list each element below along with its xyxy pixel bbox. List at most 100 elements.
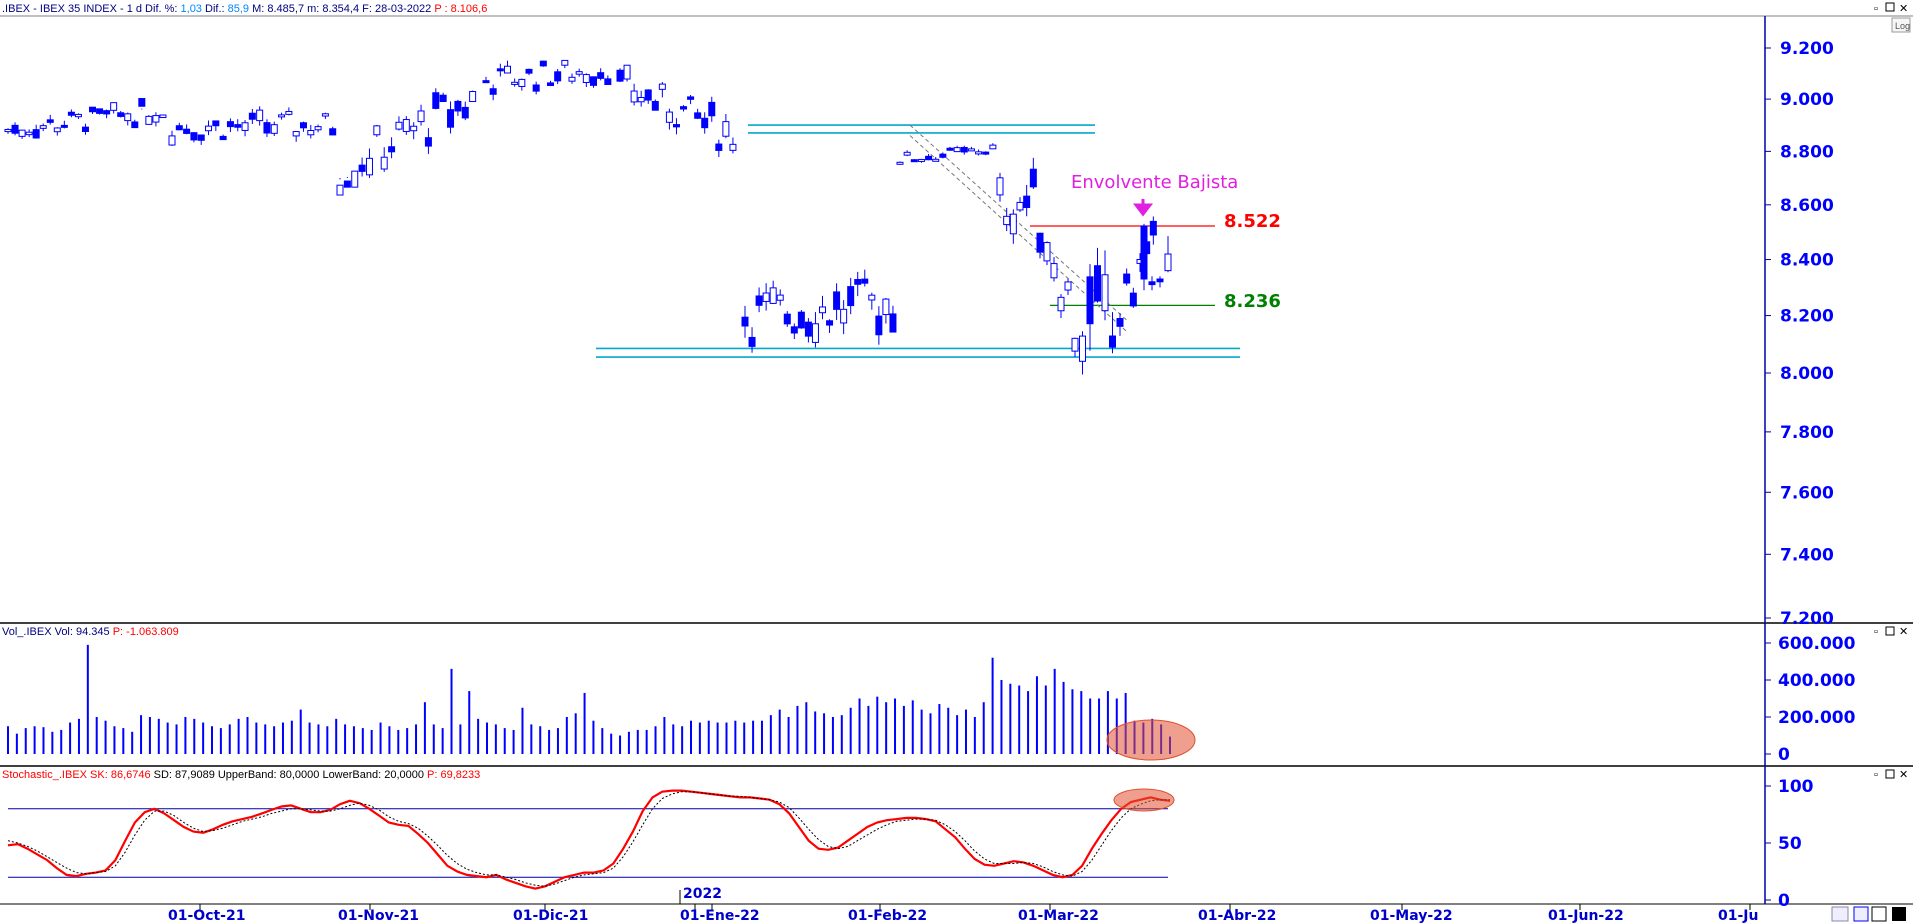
candle-body: [967, 148, 975, 152]
maximize-icon[interactable]: [1885, 769, 1895, 779]
bottom-toolbar[interactable]: [1831, 906, 1906, 922]
candle-body: [989, 144, 997, 150]
vol-tick-label: 0: [1778, 745, 1790, 765]
candle-body: [1086, 276, 1094, 325]
minimize-icon[interactable]: ▫: [1874, 769, 1878, 781]
volume-header: Vol_.IBEX Vol: 94.345 P: -1.063.809: [2, 626, 179, 638]
candle-body: [868, 294, 876, 301]
close-icon[interactable]: ✕: [1899, 626, 1908, 638]
pane-controls-volume[interactable]: ▫ ✕: [1874, 626, 1908, 638]
candle-body: [285, 110, 293, 115]
candle-body: [25, 131, 33, 136]
candle-body: [525, 68, 533, 74]
candle-body: [89, 106, 97, 113]
candle-body: [469, 91, 477, 103]
grid-icon[interactable]: [1871, 906, 1887, 922]
candle-body: [1164, 253, 1172, 272]
candle-body: [329, 128, 337, 136]
candle-body: [1043, 242, 1051, 262]
candle-body: [547, 82, 554, 86]
candle-body: [819, 306, 826, 314]
price-info: .IBEX - IBEX 35 INDEX - 1 d Dif. %:: [2, 3, 181, 15]
log-button[interactable]: [1891, 17, 1911, 33]
candle-body: [982, 151, 990, 155]
candle-body: [882, 298, 890, 316]
candle-body: [960, 146, 968, 153]
candle-body: [861, 278, 869, 284]
candle-body: [11, 124, 19, 134]
max-min: M: 8.485,7 m: 8.354,4 F: 28-03-2022: [249, 3, 434, 15]
x-tick-label: 01-Dic-21: [513, 908, 588, 924]
pane-controls-main[interactable]: ▫ ✕: [1874, 2, 1908, 15]
candle-body: [925, 155, 933, 161]
minimize-icon[interactable]: ▫: [1874, 626, 1878, 638]
price-header: .IBEX - IBEX 35 INDEX - 1 d Dif. %: 1,03…: [2, 3, 487, 15]
candle-body: [597, 72, 605, 79]
candle-body: [833, 291, 841, 310]
candle-body: [32, 129, 40, 139]
y-tick-label: 8.400: [1780, 251, 1834, 271]
candle-body: [1079, 335, 1086, 362]
candle-body: [152, 115, 160, 123]
candle-body: [910, 159, 918, 163]
candle-body: [755, 295, 763, 306]
candle-body: [1148, 281, 1156, 286]
candle-body: [561, 59, 569, 66]
candle-body: [776, 294, 784, 301]
save-icon[interactable]: [1853, 906, 1869, 922]
stoch-tick-label: 0: [1778, 891, 1790, 911]
maximize-icon[interactable]: [1885, 2, 1895, 12]
wave-icon[interactable]: [1831, 906, 1849, 922]
candle-body: [975, 151, 983, 155]
square-icon[interactable]: [1892, 907, 1906, 921]
candle-body: [854, 279, 862, 285]
volume-label: Vol_.IBEX Vol: 94.345: [2, 626, 113, 638]
candle-body: [380, 156, 388, 170]
candle-body: [39, 125, 47, 129]
candle-body: [672, 124, 680, 128]
candle-body: [797, 311, 805, 329]
candle-body: [124, 113, 132, 122]
candle-body: [351, 170, 359, 188]
candle-body: [1029, 168, 1037, 188]
dif-pct: 1,03: [181, 3, 202, 15]
vol-tick-label: 600.000: [1778, 634, 1856, 654]
candle-body: [932, 158, 940, 162]
candle-body: [708, 101, 716, 117]
minimize-icon[interactable]: ▫: [1874, 3, 1878, 15]
candle-body: [1101, 274, 1109, 312]
candle-body: [1057, 296, 1065, 312]
candle-body: [630, 90, 638, 103]
stoch-p: P: 69,8233: [427, 769, 480, 781]
candle-body: [680, 106, 688, 110]
log-button-label: Log: [1895, 21, 1910, 31]
candle-body: [616, 69, 624, 82]
candle-body: [168, 135, 176, 146]
candle-body: [256, 109, 264, 122]
candle-body: [504, 65, 511, 74]
candle-body: [212, 120, 220, 127]
stoch-d-line: [7, 791, 1170, 887]
candle-body: [343, 180, 351, 188]
candle-body: [183, 128, 191, 134]
candle-body: [996, 177, 1004, 196]
x-tick-label: 01-Abr-22: [1198, 908, 1276, 924]
candle-body: [432, 92, 440, 109]
candle-body: [590, 76, 597, 86]
candle-body: [1109, 335, 1116, 348]
pane-controls-stoch[interactable]: ▫ ✕: [1874, 769, 1908, 781]
candle-body: [336, 184, 344, 196]
candle-body: [314, 126, 322, 131]
candle-body: [889, 313, 897, 333]
candle-body: [219, 135, 227, 141]
candle-body: [1036, 232, 1044, 253]
dif-value: 85,9: [228, 3, 249, 15]
close-icon[interactable]: ✕: [1899, 3, 1908, 15]
candle-body: [826, 320, 834, 326]
candle-body: [651, 100, 659, 111]
maximize-icon[interactable]: [1885, 626, 1895, 636]
close-icon[interactable]: ✕: [1899, 769, 1908, 781]
p-value: P : 8.106,6: [434, 3, 487, 15]
candle-body: [1156, 278, 1164, 283]
support-label: 8.236: [1224, 291, 1281, 312]
